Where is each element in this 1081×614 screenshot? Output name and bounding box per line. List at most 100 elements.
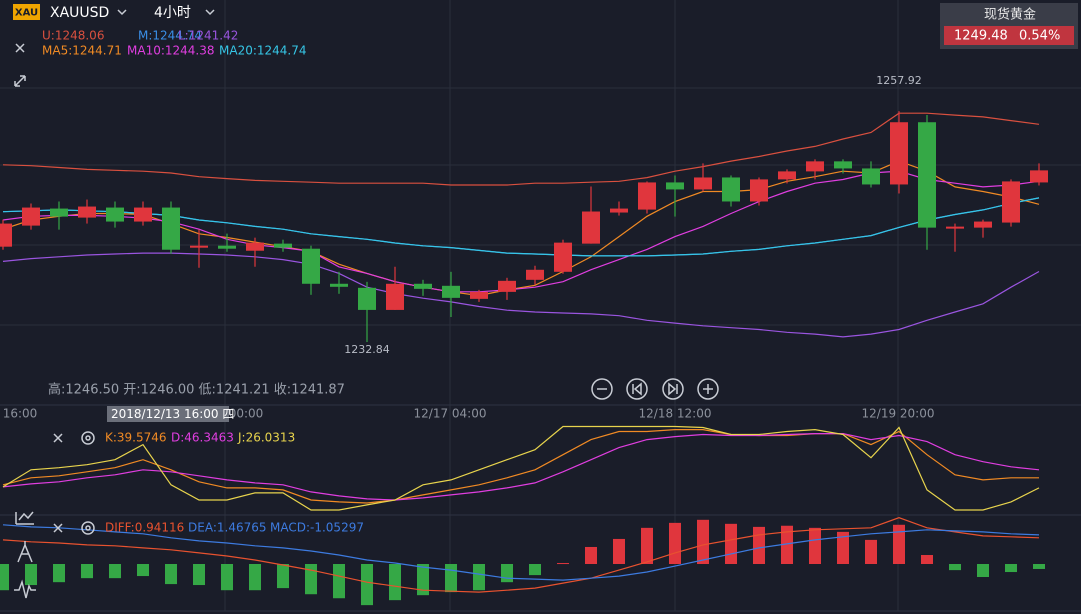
candle-body: [582, 211, 600, 244]
candle-body: [414, 283, 432, 289]
plus[interactable]: [703, 384, 713, 394]
macd-bar: [613, 538, 625, 564]
macd-bar: [753, 526, 765, 564]
tool-draw[interactable]: [17, 541, 33, 563]
macd-bar: [333, 564, 345, 599]
button-ring[interactable]: [697, 378, 719, 400]
legend-entry: L:1241.42: [178, 29, 238, 43]
zoom-out[interactable]: [591, 378, 613, 400]
candle-body: [610, 208, 628, 213]
step-forward[interactable]: [662, 378, 684, 400]
cursor-label: 2018/12/13 16:00 四: [111, 407, 234, 421]
macd-bar: [305, 564, 317, 595]
candle-body: [834, 161, 852, 169]
indicator-line: [2, 252, 1040, 338]
x-axis-label: 12/18 12:00: [639, 407, 712, 421]
button-ring[interactable]: [591, 378, 613, 400]
macd-bar: [669, 522, 681, 564]
indicator-line: [2, 425, 1040, 511]
macd-bar: [473, 564, 485, 591]
macd-bar: [53, 564, 65, 583]
overlay: 16:00 00:00 12/17 04:00 12/18 12:00 12/19 20…: [3, 29, 935, 535]
candle-body: [806, 161, 824, 172]
macd-bar: [417, 564, 429, 596]
x-axis-label: 12/19 20:00: [862, 407, 935, 421]
zoom-in[interactable]: [697, 378, 719, 400]
candle-body: [974, 221, 992, 228]
candle-body: [750, 179, 768, 202]
candle-body: [22, 207, 40, 226]
interval-dropdown[interactable]: [205, 9, 215, 16]
x-axis-label: 00:00: [229, 407, 264, 421]
candle-body: [722, 177, 740, 202]
indicator-line: [2, 112, 1040, 186]
macd-bar: [445, 564, 457, 593]
candle-body: [78, 206, 96, 218]
macd-bar: [697, 519, 709, 564]
close-indicator[interactable]: [15, 43, 25, 53]
legend-entry: MA20:1244.74: [219, 44, 307, 58]
macd-settings[interactable]: [81, 521, 95, 535]
macd-bar: [865, 539, 877, 564]
macd-bar: [501, 564, 513, 583]
candle-body: [190, 245, 208, 248]
back-glyph[interactable]: [632, 382, 642, 396]
candle-body: [50, 208, 68, 217]
plots: [0, 111, 1048, 606]
button-ring[interactable]: [626, 378, 648, 400]
kdj-settings[interactable]: [81, 431, 95, 445]
interval[interactable]: 4小时: [154, 5, 191, 21]
macd-bar: [585, 546, 597, 564]
close-kdj[interactable]: [53, 433, 63, 443]
macd-settings-hub[interactable]: [85, 525, 91, 531]
macd-bar: [25, 564, 37, 586]
low-annotation: 1232.84: [344, 343, 390, 356]
indicator-line: [2, 524, 1040, 581]
candle-body: [358, 287, 376, 310]
candle-body: [274, 243, 292, 248]
macd-bar: [277, 564, 289, 589]
indicator-line: [2, 517, 1040, 593]
x-axis-label: 16:00: [3, 407, 38, 421]
macd-bar: [221, 564, 233, 591]
quote-change: 0.54%: [1019, 29, 1060, 44]
candle-body: [218, 245, 236, 249]
macd-bar: [249, 564, 261, 591]
kdj-settings-hub[interactable]: [85, 435, 91, 441]
candle-body: [442, 285, 460, 298]
macd-bar: [1005, 564, 1017, 573]
legend-entry: D:46.3463: [171, 431, 234, 445]
candle-body: [554, 242, 572, 272]
macd-bar: [725, 523, 737, 564]
symbol-dropdown[interactable]: [117, 9, 127, 16]
forward-glyph[interactable]: [668, 382, 678, 396]
candle-body: [134, 207, 152, 222]
tool-indicator[interactable]: [15, 511, 34, 525]
candle-body: [890, 122, 908, 185]
legend-entry: M:1244.74: [138, 29, 202, 43]
candle-body: [498, 280, 516, 292]
symbol[interactable]: XAUUSD: [50, 5, 109, 21]
indicator-line: [2, 433, 1040, 501]
candle-body: [302, 248, 320, 284]
button-ring[interactable]: [662, 378, 684, 400]
step-back[interactable]: [626, 378, 648, 400]
candle-body: [0, 223, 12, 247]
expand[interactable]: [14, 75, 26, 87]
close-macd[interactable]: [53, 523, 63, 533]
candle-body: [1030, 170, 1048, 183]
macd-bar: [193, 564, 205, 586]
legend-entry: DIFF:0.94116: [105, 521, 184, 535]
tool-wave[interactable]: [14, 579, 36, 599]
candle-body: [162, 207, 180, 250]
macd-bar: [893, 524, 905, 564]
macd-bar: [837, 531, 849, 564]
quote-price-box: [944, 26, 1074, 45]
ohlc-readout: 高:1246.50 开:1246.00 低:1241.21 收:1241.87: [48, 382, 345, 398]
macd-bar: [1033, 564, 1045, 569]
symbol-badge: [13, 4, 40, 20]
candle-body: [330, 283, 348, 287]
candle-body: [638, 182, 656, 210]
